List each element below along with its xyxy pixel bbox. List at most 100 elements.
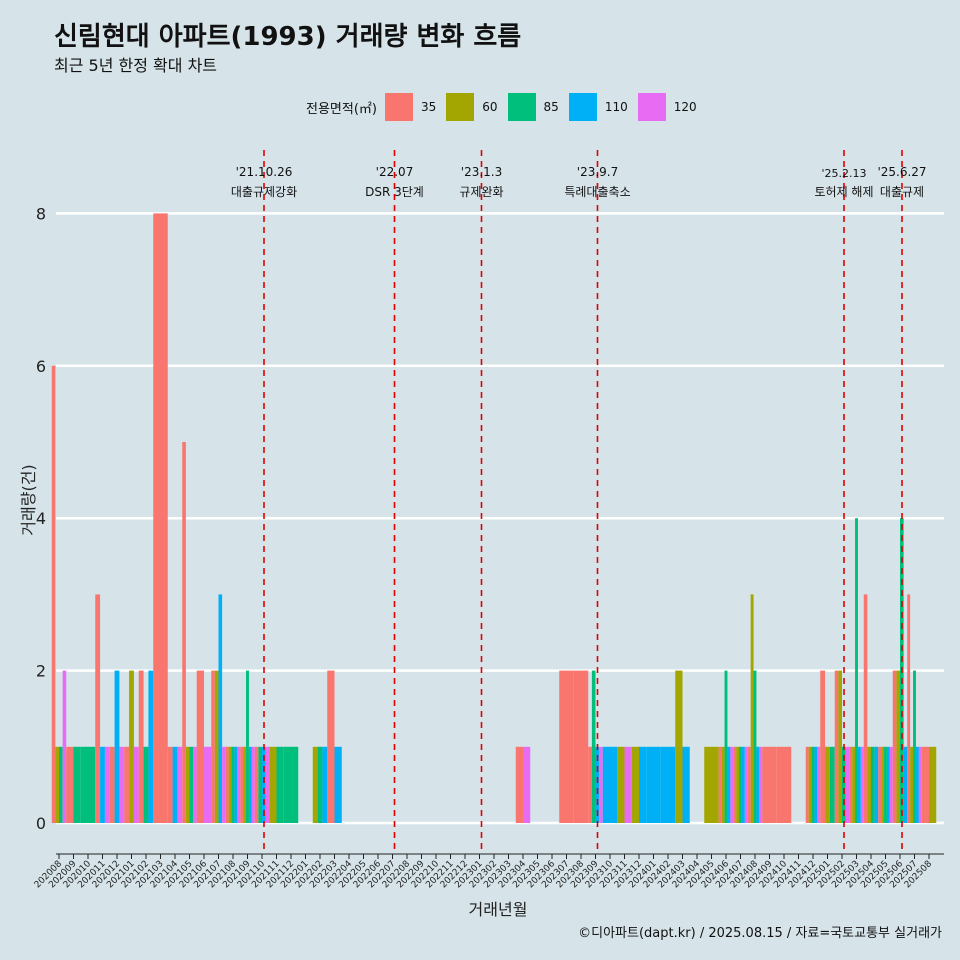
legend-label-110: 110: [604, 100, 628, 114]
bar-60-202101: [129, 670, 134, 823]
y-axis-title: 거래량(건): [19, 464, 38, 535]
bar-60-202507: [910, 746, 914, 823]
bar-85-202407: [739, 746, 742, 823]
bar-60-202311: [617, 746, 625, 823]
bar-120-202412: [817, 746, 821, 823]
bar-60-202501: [825, 746, 830, 823]
bar-60-202008: [55, 746, 59, 823]
bar-110-202104: [172, 746, 178, 823]
bar-35-202103: [153, 213, 168, 823]
bar-85-202110: [258, 746, 262, 823]
bar-120-202012: [119, 746, 125, 823]
event-label: 규제완화: [459, 185, 503, 199]
bar-60-202312: [631, 746, 639, 823]
event-lines: [263, 150, 903, 852]
event-date: '25.2.13: [821, 167, 866, 180]
bar-60-202408: [750, 594, 754, 823]
bar-35-202108: [225, 746, 229, 823]
bar-60-202107: [214, 670, 219, 823]
legend-swatch-60: [446, 93, 475, 121]
event-date: '23.1.3: [461, 165, 502, 179]
bar-120-202110: [265, 746, 270, 823]
bar-60-202502: [838, 670, 842, 823]
bar-110-202108: [234, 746, 238, 823]
bar-35-202009: [66, 746, 74, 823]
bar-35-202505: [878, 746, 882, 823]
bar-85-202010: [80, 746, 96, 823]
bar-120-202101: [133, 746, 139, 823]
bar-60-202505: [881, 746, 885, 823]
event-label: 대출규제강화: [231, 185, 297, 199]
bar-35-202308: [573, 670, 589, 823]
bar-110-202203: [334, 746, 342, 823]
legend-label-85: 85: [543, 100, 559, 114]
bar-85-202507: [913, 670, 916, 823]
bar-35-202107: [211, 670, 215, 823]
event-date: '22.07: [376, 165, 414, 179]
legend-swatch-85: [507, 93, 536, 121]
bar-110-202202: [322, 746, 328, 823]
grid-layer: [56, 212, 944, 825]
bar-35-202110: [254, 746, 259, 823]
bar-110-202309: [595, 746, 600, 823]
bar-110-202401: [646, 746, 661, 823]
bar-60-202406: [721, 746, 725, 823]
bar-85-202501: [829, 746, 835, 823]
event-date: '25.6.27: [877, 165, 926, 179]
legend-item-110: 110: [568, 93, 628, 121]
legend-item-35: 35: [384, 93, 436, 121]
bar-110-202505: [886, 746, 890, 823]
bar-85-202504: [871, 746, 875, 823]
bar-110-202412: [814, 746, 818, 823]
bar-120-202502: [845, 746, 850, 823]
bar-120-202507: [918, 746, 922, 823]
bar-35-202101: [124, 746, 130, 823]
bar-35-202408: [747, 746, 751, 823]
bar-35-202504: [863, 594, 868, 823]
bar-110-202102: [148, 670, 154, 823]
bar-35-202507: [907, 594, 911, 823]
bar-120-202104: [177, 746, 183, 823]
bar-85-202502: [842, 746, 846, 823]
bar-85-202406: [724, 670, 728, 823]
bar-120-202406: [730, 746, 734, 823]
bars-layer: [51, 213, 937, 823]
bar-110-202406: [727, 746, 731, 823]
bar-60-202202: [312, 746, 318, 823]
bar-35-202407: [733, 746, 737, 823]
bar-85-202412: [811, 746, 815, 823]
legend: 전용면적(㎡) 35 60 85 110 120: [306, 93, 707, 121]
bar-35-202105: [182, 442, 186, 823]
bar-110-202503: [857, 746, 861, 823]
event-label: DSR 3단계: [365, 185, 424, 199]
bar-120-202407: [744, 746, 748, 823]
bar-120-202105: [193, 746, 197, 823]
bar-60-202412: [808, 746, 812, 823]
bar-110-202107: [218, 594, 223, 823]
bar-110-202011: [100, 746, 105, 823]
bar-35-202304: [515, 746, 523, 823]
bar-35-202409: [762, 746, 777, 823]
bar-60-202407: [736, 746, 740, 823]
bar-85-202202: [317, 746, 323, 823]
bar-110-202110: [262, 746, 266, 823]
bar-60-202503: [852, 746, 856, 823]
bar-120-202408: [759, 746, 763, 823]
bar-85-202309: [591, 670, 596, 823]
chart-subtitle: 최근 5년 한정 확대 차트: [54, 56, 218, 75]
bar-60-202403: [675, 670, 683, 823]
bar-110-202408: [756, 746, 760, 823]
bar-35-202109: [240, 746, 244, 823]
bar-120-202311: [624, 746, 632, 823]
bar-120-202503: [860, 746, 864, 823]
event-label: 특례대출축소: [564, 185, 630, 199]
bar-35-202106: [196, 670, 204, 823]
bar-85-202008: [59, 746, 63, 823]
bar-85-202105: [189, 746, 194, 823]
bar-60-202405: [704, 746, 719, 823]
bar-35-202412: [805, 746, 809, 823]
legend-item-60: 60: [446, 93, 498, 121]
y-tick-label: 8: [36, 204, 46, 223]
bar-120-202107: [222, 746, 226, 823]
